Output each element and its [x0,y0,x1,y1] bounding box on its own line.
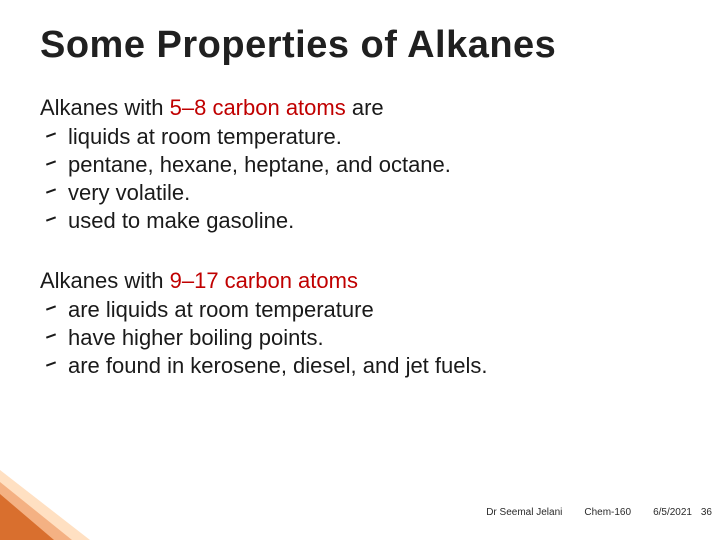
bullets-2: are liquids at room temperature have hig… [46,296,680,380]
lead-highlight-2: 9–17 carbon atoms [170,268,358,293]
list-item: used to make gasoline. [46,207,680,235]
lead-pre-2: Alkanes with [40,268,170,293]
section-9-17: Alkanes with 9–17 carbon atoms are liqui… [40,268,680,380]
footer: Dr Seemal Jelani Chem-160 6/5/2021 [486,507,692,518]
bullets-1: liquids at room temperature. pentane, he… [46,123,680,236]
list-item: pentane, hexane, heptane, and octane. [46,151,680,179]
footer-course: Chem-160 [584,507,631,518]
footer-author: Dr Seemal Jelani [486,507,562,518]
lead-text-2: Alkanes with 9–17 carbon atoms [40,268,680,294]
slide-title: Some Properties of Alkanes [40,24,680,67]
lead-post-1: are [352,95,384,120]
lead-text-1: Alkanes with 5–8 carbon atoms are [40,95,680,121]
corner-decoration [0,470,110,540]
list-item: are found in kerosene, diesel, and jet f… [46,352,680,380]
list-item: have higher boiling points. [46,324,680,352]
list-item: liquids at room temperature. [46,123,680,151]
section-5-8: Alkanes with 5–8 carbon atoms are liquid… [40,95,680,236]
slide: Some Properties of Alkanes Alkanes with … [0,0,720,540]
list-item: are liquids at room temperature [46,296,680,324]
lead-pre-1: Alkanes with [40,95,170,120]
lead-highlight-1: 5–8 carbon atoms [170,95,352,120]
page-number: 36 [701,507,712,518]
list-item: very volatile. [46,179,680,207]
footer-date: 6/5/2021 [653,507,692,518]
